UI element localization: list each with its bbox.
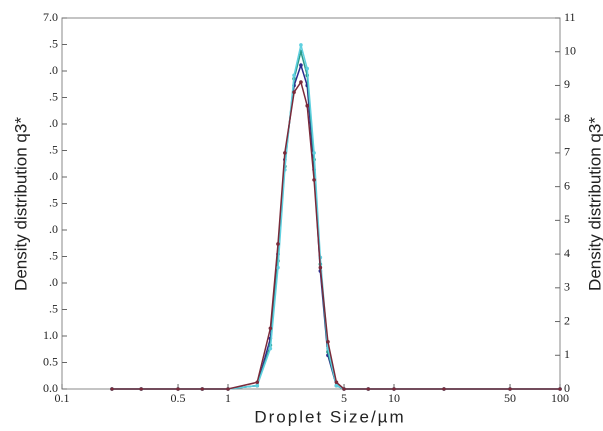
y-tick-label: .5 [49, 248, 58, 262]
point [318, 265, 323, 270]
y-tick-label: .5 [49, 301, 58, 315]
point [110, 387, 114, 391]
y2-tick-label: 11 [564, 10, 576, 24]
y2-tick-label: 7 [564, 145, 570, 159]
point [292, 90, 296, 94]
point [508, 387, 512, 391]
y-tick-label: .5 [49, 142, 58, 156]
point [139, 387, 144, 391]
point [299, 63, 303, 68]
point [305, 103, 310, 108]
point [255, 383, 260, 388]
point [276, 265, 280, 270]
x-tick-label: 50 [504, 391, 516, 405]
series-line [112, 80, 560, 390]
y-axis-label: Density distribution q3* [11, 117, 30, 291]
x-axis-label: Droplet Size/µm [254, 407, 405, 426]
point [558, 387, 562, 391]
y2-tick-label: 5 [564, 212, 570, 226]
y-tick-label: 0.5 [43, 354, 58, 368]
y-tick-label: 1.0 [43, 328, 58, 342]
point [283, 151, 287, 155]
y-tick-label: .5 [49, 195, 58, 209]
y2-tick-label: 2 [564, 313, 570, 327]
y2-tick-label: 1 [564, 347, 570, 361]
y-tick-label: 7.0 [43, 10, 58, 24]
point [299, 43, 303, 47]
y-tick-label: .5 [49, 89, 58, 103]
point [392, 387, 396, 391]
point [342, 387, 346, 391]
point [268, 346, 273, 351]
series-line [112, 44, 560, 390]
y-tick-label: .0 [49, 275, 58, 289]
point [292, 73, 296, 78]
y-tick-label: .0 [49, 116, 58, 130]
x-tick-label: 10 [388, 391, 400, 405]
x-tick-label: 0.1 [55, 391, 70, 405]
x-tick-label: 0.5 [171, 391, 186, 405]
point [226, 387, 230, 391]
point [268, 326, 273, 331]
point [299, 80, 303, 84]
point [255, 380, 260, 385]
point [442, 387, 446, 391]
y-tick-label: .5 [49, 36, 58, 50]
point [366, 387, 371, 391]
point [176, 387, 180, 391]
y2-tick-label: 3 [564, 280, 570, 294]
y2-tick-label: 6 [564, 178, 570, 192]
series-line [112, 62, 560, 390]
y-tick-label: 0.0 [43, 381, 58, 395]
point [334, 380, 339, 385]
y2-axis-label: Density distribution q3* [585, 117, 603, 291]
point [276, 242, 280, 246]
y2-tick-label: 8 [564, 111, 570, 125]
point [326, 339, 330, 344]
y-tick-label: .0 [49, 169, 58, 183]
series-line [112, 48, 560, 390]
plot-frame [61, 17, 561, 390]
y2-tick-label: 10 [564, 43, 576, 57]
y2-tick-label: 9 [564, 77, 570, 91]
point [312, 151, 316, 155]
point [305, 66, 310, 71]
y-tick-label: .0 [49, 63, 58, 77]
point [312, 178, 316, 182]
x-tick-label: 100 [551, 391, 569, 405]
x-tick-label: 5 [341, 391, 347, 405]
y-tick-label: .0 [49, 222, 58, 236]
point [334, 383, 339, 388]
x-tick-label: 1 [225, 391, 231, 405]
y2-tick-label: 0 [564, 381, 570, 395]
y2-tick-label: 4 [564, 246, 570, 260]
point [200, 387, 205, 391]
